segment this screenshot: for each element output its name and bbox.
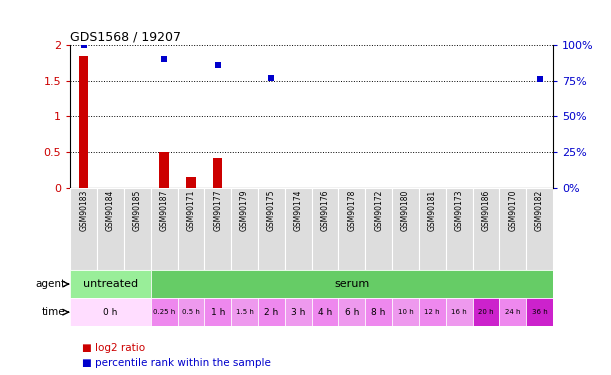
Bar: [445, 188, 472, 270]
Bar: [159, 152, 169, 188]
Bar: [365, 298, 392, 326]
Text: GSM90182: GSM90182: [535, 190, 544, 231]
Bar: [472, 298, 499, 326]
Bar: [231, 298, 258, 326]
Text: 36 h: 36 h: [532, 309, 547, 315]
Text: GSM90181: GSM90181: [428, 190, 437, 231]
Text: GSM90179: GSM90179: [240, 190, 249, 231]
Text: GSM90175: GSM90175: [267, 190, 276, 231]
Bar: [499, 188, 526, 270]
Text: GSM90186: GSM90186: [481, 190, 491, 231]
Bar: [392, 298, 419, 326]
Text: GDS1568 / 19207: GDS1568 / 19207: [70, 31, 181, 44]
Text: serum: serum: [334, 279, 370, 289]
Text: ■ log2 ratio: ■ log2 ratio: [82, 343, 145, 352]
Text: 3 h: 3 h: [291, 308, 306, 316]
Text: 1.5 h: 1.5 h: [236, 309, 254, 315]
Text: GSM90178: GSM90178: [347, 190, 356, 231]
Text: GSM90170: GSM90170: [508, 190, 518, 231]
Text: GSM90183: GSM90183: [79, 190, 88, 231]
Bar: [472, 188, 499, 270]
Text: 12 h: 12 h: [425, 309, 440, 315]
Text: agent: agent: [35, 279, 65, 289]
Text: untreated: untreated: [83, 279, 138, 289]
Bar: [178, 188, 204, 270]
Bar: [178, 298, 204, 326]
Text: 0.5 h: 0.5 h: [182, 309, 200, 315]
Point: [535, 76, 544, 82]
Bar: [338, 298, 365, 326]
Text: ■ percentile rank within the sample: ■ percentile rank within the sample: [82, 358, 271, 368]
Text: 2 h: 2 h: [265, 308, 279, 316]
Text: GSM90185: GSM90185: [133, 190, 142, 231]
Bar: [285, 188, 312, 270]
Bar: [70, 270, 151, 298]
Point: [159, 56, 169, 62]
Text: 0.25 h: 0.25 h: [153, 309, 175, 315]
Text: 4 h: 4 h: [318, 308, 332, 316]
Text: GSM90176: GSM90176: [321, 190, 329, 231]
Point: [213, 62, 222, 68]
Bar: [213, 158, 222, 188]
Bar: [258, 298, 285, 326]
Bar: [124, 188, 151, 270]
Bar: [186, 177, 196, 188]
Bar: [70, 188, 97, 270]
Text: GSM90184: GSM90184: [106, 190, 115, 231]
Point: [79, 42, 89, 48]
Bar: [338, 188, 365, 270]
Text: GSM90171: GSM90171: [186, 190, 196, 231]
Text: GSM90172: GSM90172: [374, 190, 383, 231]
Bar: [204, 298, 231, 326]
Point: [266, 75, 276, 81]
Bar: [445, 298, 472, 326]
Text: GSM90174: GSM90174: [294, 190, 302, 231]
Text: 20 h: 20 h: [478, 309, 494, 315]
Bar: [365, 188, 392, 270]
Text: time: time: [42, 307, 65, 317]
Text: 10 h: 10 h: [398, 309, 413, 315]
Bar: [204, 188, 231, 270]
Bar: [526, 188, 553, 270]
Text: 8 h: 8 h: [371, 308, 386, 316]
Bar: [285, 298, 312, 326]
Text: GSM90177: GSM90177: [213, 190, 222, 231]
Text: 24 h: 24 h: [505, 309, 521, 315]
Bar: [499, 298, 526, 326]
Bar: [97, 188, 124, 270]
Text: GSM90180: GSM90180: [401, 190, 410, 231]
Text: GSM90173: GSM90173: [455, 190, 464, 231]
Text: GSM90187: GSM90187: [159, 190, 169, 231]
Bar: [526, 298, 553, 326]
Text: 0 h: 0 h: [103, 308, 118, 316]
Bar: [312, 298, 338, 326]
Bar: [392, 188, 419, 270]
Text: 6 h: 6 h: [345, 308, 359, 316]
Bar: [151, 188, 178, 270]
Bar: [312, 188, 338, 270]
Bar: [79, 56, 89, 188]
Text: 1 h: 1 h: [211, 308, 225, 316]
Bar: [70, 298, 151, 326]
Bar: [258, 188, 285, 270]
Bar: [419, 188, 445, 270]
Bar: [151, 270, 553, 298]
Text: 16 h: 16 h: [452, 309, 467, 315]
Bar: [231, 188, 258, 270]
Bar: [419, 298, 445, 326]
Bar: [151, 298, 178, 326]
